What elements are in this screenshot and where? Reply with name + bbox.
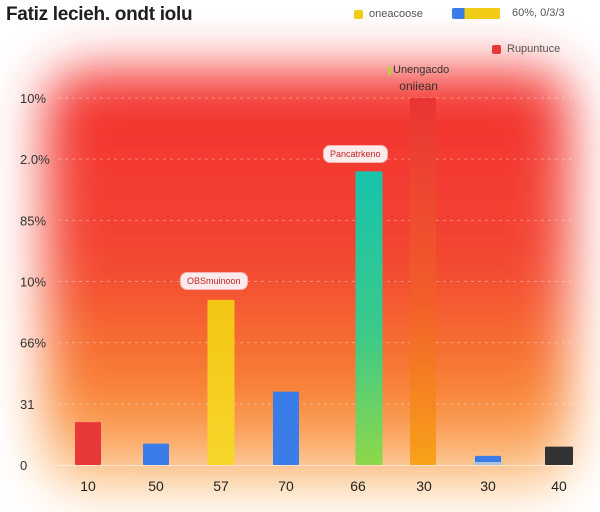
legend-swatch-yellow <box>354 9 363 19</box>
legend-label-1: oneacoose <box>369 8 423 20</box>
bar-1 <box>75 422 101 465</box>
y-tick-label: 2.0% <box>20 152 50 167</box>
callout-top: Unengacdo oniiean <box>388 62 449 94</box>
bar-3 <box>207 299 235 465</box>
bar-9 <box>545 446 573 465</box>
x-tick-label: 30 <box>480 478 496 494</box>
callout-top-line2: oniiean <box>399 79 438 93</box>
legend-label-3: Rupuntuce <box>507 43 561 55</box>
x-tick-label: 10 <box>80 478 96 494</box>
x-tick-label: 70 <box>278 478 294 494</box>
x-tick-label: 50 <box>148 478 164 494</box>
y-tick-label: 66% <box>20 336 46 351</box>
callout-marker <box>388 65 391 75</box>
y-tick-label: 85% <box>20 213 46 228</box>
y-tick-label: 0 <box>20 458 27 473</box>
y-tick-label: 10% <box>20 91 46 106</box>
bar-8 <box>474 461 502 465</box>
gridlines <box>58 97 575 466</box>
y-tick-label: 31 <box>20 397 34 412</box>
legend-item-2: 60%, 0/3/3 <box>452 7 565 19</box>
annotation-pill-left: OBSmuinoon <box>180 272 248 290</box>
x-axis-ticks: 10 50 57 70 66 30 30 40 <box>80 478 567 494</box>
chart-title: Fatiz lecieh. ondt iolu <box>6 4 193 25</box>
x-tick-label: 66 <box>350 478 366 494</box>
legend-item-3: Rupuntuce <box>492 43 560 55</box>
x-tick-label: 57 <box>213 478 229 494</box>
bar-2 <box>143 443 169 465</box>
bars <box>75 98 573 465</box>
y-axis-ticks: 0 31 66% 10% 85% 2.0% 10% <box>20 91 50 473</box>
x-tick-label: 30 <box>416 478 432 494</box>
y-tick-label: 10% <box>20 275 46 290</box>
callout-top-line1: Unengacdo <box>393 64 450 76</box>
legend-swatch-red <box>492 44 501 54</box>
x-tick-label: 40 <box>551 478 567 494</box>
legend-item-1: oneacoose <box>354 8 423 20</box>
bar-4 <box>273 391 299 465</box>
annotation-pill-right: Pancatrkeno <box>323 145 388 163</box>
legend-label-2: 60%, 0/3/3 <box>512 7 565 19</box>
legend-swatch-blue-yellow <box>452 7 500 19</box>
bar-6 <box>410 98 436 465</box>
bar-5 <box>355 171 383 465</box>
